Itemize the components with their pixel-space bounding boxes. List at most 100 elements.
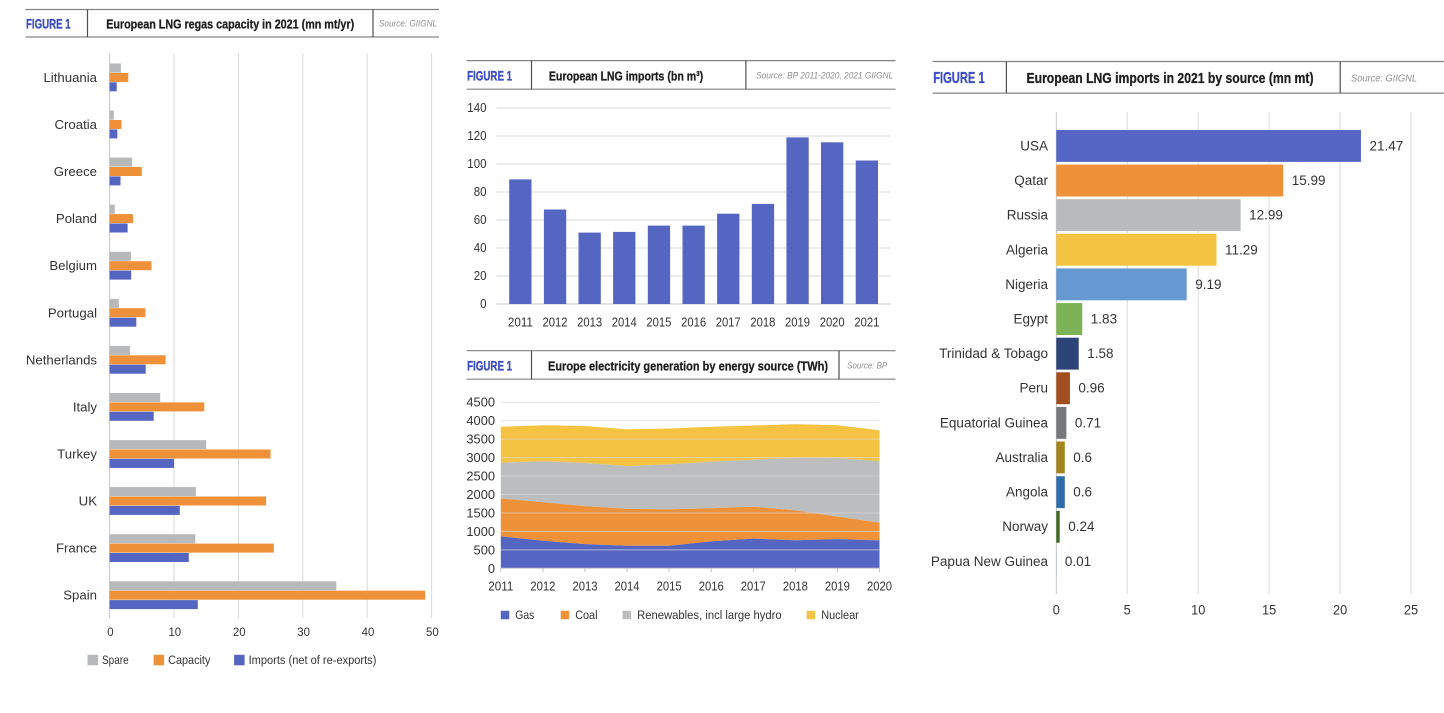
svg-text:0.71: 0.71 [1075, 415, 1101, 430]
svg-text:2012: 2012 [543, 315, 568, 330]
svg-text:0.96: 0.96 [1078, 381, 1104, 396]
svg-text:2016: 2016 [699, 579, 724, 594]
svg-text:Imports (net of re-exports): Imports (net of re-exports) [249, 653, 377, 667]
svg-text:European LNG regas capacity in: European LNG regas capacity in 2021 (mn … [106, 17, 354, 32]
svg-text:USA: USA [1020, 138, 1048, 153]
svg-text:0: 0 [107, 625, 114, 639]
svg-text:Australia: Australia [995, 450, 1048, 465]
svg-text:500: 500 [474, 542, 495, 557]
svg-text:1000: 1000 [466, 524, 495, 539]
svg-text:40: 40 [362, 625, 375, 639]
svg-text:60: 60 [474, 213, 487, 227]
svg-text:Portugal: Portugal [48, 305, 97, 320]
svg-text:120: 120 [467, 129, 486, 143]
svg-text:Belgium: Belgium [49, 258, 97, 273]
svg-text:5: 5 [1124, 602, 1131, 618]
svg-text:21.47: 21.47 [1370, 138, 1404, 153]
svg-text:15.99: 15.99 [1292, 173, 1326, 188]
svg-text:2000: 2000 [466, 487, 495, 502]
svg-text:European LNG imports (bn m³): European LNG imports (bn m³) [549, 68, 703, 83]
svg-text:0.6: 0.6 [1073, 450, 1092, 465]
svg-text:Algeria: Algeria [1006, 242, 1049, 257]
svg-text:2014: 2014 [612, 315, 637, 330]
svg-text:Lithuania: Lithuania [43, 70, 97, 85]
svg-text:20: 20 [1333, 602, 1347, 618]
svg-text:Turkey: Turkey [57, 447, 97, 462]
svg-text:140: 140 [467, 101, 486, 115]
svg-text:20: 20 [474, 269, 487, 283]
svg-text:Nuclear: Nuclear [821, 608, 859, 622]
svg-text:Coal: Coal [575, 608, 597, 622]
svg-text:0: 0 [1053, 602, 1060, 618]
svg-text:0: 0 [488, 561, 495, 576]
svg-text:Source: BP: Source: BP [847, 360, 888, 371]
svg-text:11.29: 11.29 [1225, 242, 1258, 257]
svg-text:2013: 2013 [573, 579, 598, 594]
svg-text:2016: 2016 [681, 315, 706, 330]
svg-text:Gas: Gas [515, 608, 534, 622]
svg-text:UK: UK [79, 494, 98, 509]
svg-text:30: 30 [297, 625, 310, 639]
svg-text:25: 25 [1404, 602, 1418, 618]
svg-text:2018: 2018 [783, 579, 808, 594]
svg-text:2012: 2012 [530, 579, 555, 594]
svg-text:4000: 4000 [466, 413, 495, 428]
svg-text:Qatar: Qatar [1014, 173, 1048, 188]
svg-text:Angola: Angola [1006, 485, 1049, 500]
svg-text:0.01: 0.01 [1065, 554, 1091, 569]
svg-text:4500: 4500 [466, 395, 495, 410]
svg-text:Greece: Greece [54, 164, 97, 179]
svg-text:100: 100 [467, 157, 486, 171]
svg-text:FIGURE 1: FIGURE 1 [467, 358, 512, 373]
svg-text:15: 15 [1262, 602, 1276, 618]
svg-text:Italy: Italy [73, 399, 98, 414]
svg-text:2011: 2011 [508, 315, 533, 330]
svg-text:Papua New Guinea: Papua New Guinea [931, 554, 1049, 569]
svg-text:1500: 1500 [466, 505, 495, 520]
svg-text:10: 10 [168, 625, 181, 639]
svg-text:Source: BP 2011-2020, 2021 GII: Source: BP 2011-2020, 2021 GIIGNL [756, 70, 893, 81]
svg-text:Russia: Russia [1007, 208, 1049, 223]
svg-text:Spare: Spare [102, 653, 129, 667]
svg-text:2020: 2020 [867, 579, 892, 594]
svg-text:80: 80 [474, 185, 487, 199]
svg-text:Trinidad & Tobago: Trinidad & Tobago [939, 346, 1048, 361]
svg-text:Equatorial Guinea: Equatorial Guinea [940, 415, 1049, 430]
svg-text:50: 50 [426, 625, 439, 639]
svg-text:40: 40 [474, 241, 487, 255]
svg-text:12.99: 12.99 [1249, 208, 1283, 223]
svg-text:France: France [56, 541, 97, 556]
svg-text:1.58: 1.58 [1087, 346, 1113, 361]
svg-text:20: 20 [233, 625, 246, 639]
svg-text:Renewables, incl large hydro: Renewables, incl large hydro [637, 608, 782, 622]
svg-text:3000: 3000 [466, 450, 495, 465]
svg-text:Source: GIIGNL: Source: GIIGNL [1351, 72, 1417, 84]
svg-text:Capacity: Capacity [168, 653, 211, 667]
svg-text:Egypt: Egypt [1013, 312, 1048, 327]
svg-text:Europe electricity generation: Europe electricity generation by energy … [548, 358, 828, 373]
svg-text:0.24: 0.24 [1068, 519, 1095, 534]
svg-text:2015: 2015 [657, 579, 682, 594]
svg-text:0: 0 [480, 297, 486, 311]
svg-text:2500: 2500 [466, 469, 495, 484]
svg-text:2015: 2015 [646, 315, 671, 330]
svg-text:2014: 2014 [615, 579, 640, 594]
svg-text:2017: 2017 [741, 579, 766, 594]
svg-text:9.19: 9.19 [1195, 277, 1221, 292]
svg-text:FIGURE 1: FIGURE 1 [467, 68, 512, 83]
svg-text:Poland: Poland [56, 211, 97, 226]
svg-text:Source: GIIGNL: Source: GIIGNL [379, 19, 437, 30]
svg-text:Netherlands: Netherlands [26, 352, 98, 367]
svg-text:2017: 2017 [716, 315, 741, 330]
svg-text:Nigeria: Nigeria [1005, 277, 1048, 292]
svg-text:Peru: Peru [1019, 381, 1048, 396]
svg-text:3500: 3500 [466, 432, 495, 447]
svg-text:2018: 2018 [750, 315, 775, 330]
svg-text:Croatia: Croatia [54, 117, 97, 132]
svg-text:FIGURE 1: FIGURE 1 [26, 17, 71, 32]
svg-text:European LNG imports in 2021 b: European LNG imports in 2021 by source (… [1027, 70, 1314, 87]
svg-text:2013: 2013 [577, 315, 602, 330]
svg-text:2011: 2011 [488, 579, 513, 594]
svg-text:Spain: Spain [63, 588, 97, 603]
svg-text:10: 10 [1191, 602, 1205, 618]
